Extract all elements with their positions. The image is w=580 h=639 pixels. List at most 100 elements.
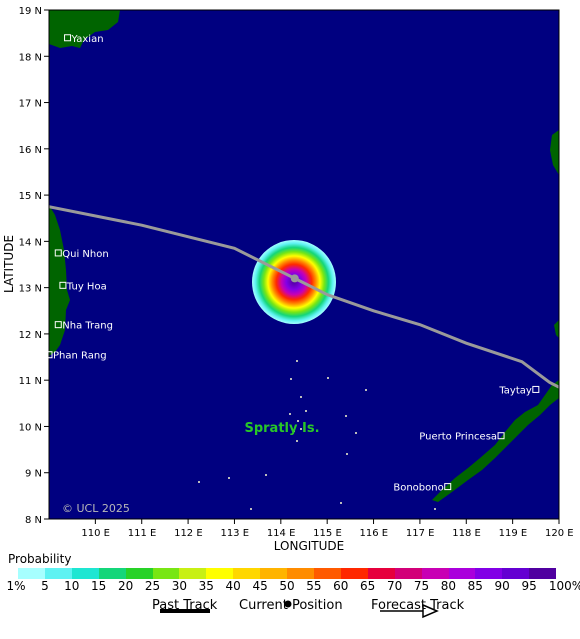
scale-tick-label: 95 bbox=[521, 579, 537, 593]
scale-tick-label: 45 bbox=[252, 579, 268, 593]
lon-tick-label: 112 E bbox=[174, 528, 203, 539]
forecast-track-label: Forecast Track bbox=[371, 598, 465, 613]
place-label: Bonobono bbox=[393, 483, 443, 494]
scale-swatch bbox=[287, 568, 314, 579]
land-palawan bbox=[432, 380, 559, 502]
lon-tick-label: 114 E bbox=[267, 528, 296, 539]
scale-swatch bbox=[367, 568, 395, 579]
place-labels: Yaxian Qui Nhon Tuy Hoa Nha Trang Phan Rang T… bbox=[45, 34, 540, 494]
scale-swatch bbox=[44, 568, 72, 579]
lat-tick-label: 11 N bbox=[19, 376, 42, 387]
place-marker bbox=[532, 385, 540, 393]
scale-swatch bbox=[394, 568, 422, 579]
place-marker bbox=[59, 281, 67, 289]
scale-tick-label: 30 bbox=[171, 579, 188, 593]
scale-swatch bbox=[421, 568, 449, 579]
lat-tick-label: 12 N bbox=[19, 330, 42, 341]
scale-tick-label: 5 bbox=[41, 579, 49, 593]
scale-swatch bbox=[125, 568, 153, 579]
place-marker bbox=[497, 432, 505, 440]
scale-swatch bbox=[206, 568, 234, 579]
scale-swatch bbox=[529, 568, 557, 579]
scale-tick-label: 65 bbox=[360, 579, 376, 593]
land-hainan bbox=[49, 10, 120, 48]
longitude-ticks: 110 E 111 E 112 E 113 E 114 E 115 E 116 E 117 E… bbox=[81, 519, 574, 539]
lon-tick-label: 117 E bbox=[406, 528, 435, 539]
lat-tick-label: 19 N bbox=[19, 6, 42, 17]
scale-tick-label: 100% bbox=[548, 579, 580, 593]
scale-swatch bbox=[502, 568, 530, 579]
probability-tick-labels: 1% 5 10 15 20 25 30 35 40 45 50 55 60 65 70 75 80 85 90 95 1… bbox=[0, 579, 580, 595]
place-marker bbox=[54, 321, 62, 329]
place-label: Puerto Princesa bbox=[419, 432, 497, 443]
land-mindoro bbox=[554, 320, 559, 338]
place-label: Yaxian bbox=[71, 34, 104, 45]
scale-tick-label: 1% bbox=[6, 579, 26, 593]
place-label: Nha Trang bbox=[62, 321, 113, 332]
scale-tick-label: 40 bbox=[225, 579, 241, 593]
forecast-track-key-arrow bbox=[422, 603, 439, 619]
lat-tick-label: 17 N bbox=[19, 99, 42, 110]
region-label: Spratly Is. bbox=[244, 421, 319, 436]
lon-tick-label: 119 E bbox=[499, 528, 528, 539]
scale-tick-label: 80 bbox=[440, 579, 457, 593]
lat-tick-label: 16 N bbox=[19, 145, 42, 156]
forecast-track-line bbox=[49, 205, 559, 389]
lat-tick-label: 8 N bbox=[25, 515, 42, 526]
place-marker bbox=[64, 34, 72, 42]
scale-tick-label: 90 bbox=[494, 579, 510, 593]
scale-swatch bbox=[179, 568, 207, 579]
place-label: Tuy Hoa bbox=[66, 281, 107, 292]
scale-tick-label: 15 bbox=[91, 579, 107, 593]
probability-color-scale bbox=[18, 568, 557, 579]
scale-swatch bbox=[18, 568, 45, 579]
current-position-marker bbox=[290, 274, 299, 283]
lon-tick-label: 116 E bbox=[360, 528, 389, 539]
legend-title: Probability bbox=[8, 552, 72, 566]
place-marker bbox=[45, 351, 53, 359]
lon-tick-label: 118 E bbox=[452, 528, 481, 539]
land-vietnam bbox=[49, 205, 70, 356]
lat-tick-label: 13 N bbox=[19, 284, 42, 295]
scale-tick-label: 70 bbox=[386, 579, 403, 593]
land-luzon bbox=[550, 130, 559, 175]
scale-swatch bbox=[448, 568, 476, 579]
scale-tick-label: 10 bbox=[64, 579, 80, 593]
lat-tick-label: 15 N bbox=[19, 191, 42, 202]
lat-tick-label: 10 N bbox=[19, 422, 42, 433]
y-axis-label: LATITUDE bbox=[2, 235, 16, 293]
scale-tick-label: 60 bbox=[333, 579, 349, 593]
scale-tick-label: 20 bbox=[117, 579, 134, 593]
lat-tick-label: 9 N bbox=[25, 469, 42, 480]
scale-tick-label: 25 bbox=[144, 579, 161, 593]
current-position-label: Current Position bbox=[239, 598, 343, 613]
spratly-islets bbox=[198, 360, 436, 510]
place-label: Qui Nhon bbox=[62, 249, 108, 260]
place-marker bbox=[54, 249, 62, 257]
lon-tick-label: 113 E bbox=[220, 528, 249, 539]
lon-tick-label: 120 E bbox=[545, 528, 574, 539]
x-axis-label: LONGITUDE bbox=[274, 539, 344, 553]
scale-tick-label: 85 bbox=[467, 579, 483, 593]
scale-swatch bbox=[98, 568, 126, 579]
scale-swatch bbox=[71, 568, 99, 579]
place-label: Taytay bbox=[498, 385, 532, 396]
place-marker bbox=[444, 483, 452, 491]
scale-swatch bbox=[475, 568, 503, 579]
lon-tick-label: 115 E bbox=[313, 528, 342, 539]
scale-tick-label: 75 bbox=[413, 579, 430, 593]
lon-tick-label: 110 E bbox=[81, 528, 110, 539]
lat-tick-label: 18 N bbox=[19, 52, 42, 63]
scale-tick-label: 55 bbox=[306, 579, 322, 593]
scale-swatch bbox=[340, 568, 368, 579]
scale-swatch bbox=[313, 568, 341, 579]
latitude-ticks: 8 N 9 N 10 N 11 N 12 N 13 N 14 N 15 N 16 N 17 N 18… bbox=[19, 6, 49, 526]
scale-tick-label: 50 bbox=[279, 579, 295, 593]
lat-tick-label: 14 N bbox=[19, 237, 42, 248]
scale-swatch bbox=[260, 568, 288, 579]
scale-tick-label: 35 bbox=[198, 579, 214, 593]
copyright: © UCL 2025 bbox=[62, 502, 130, 515]
lon-tick-label: 111 E bbox=[128, 528, 157, 539]
place-label: Phan Rang bbox=[53, 351, 107, 362]
